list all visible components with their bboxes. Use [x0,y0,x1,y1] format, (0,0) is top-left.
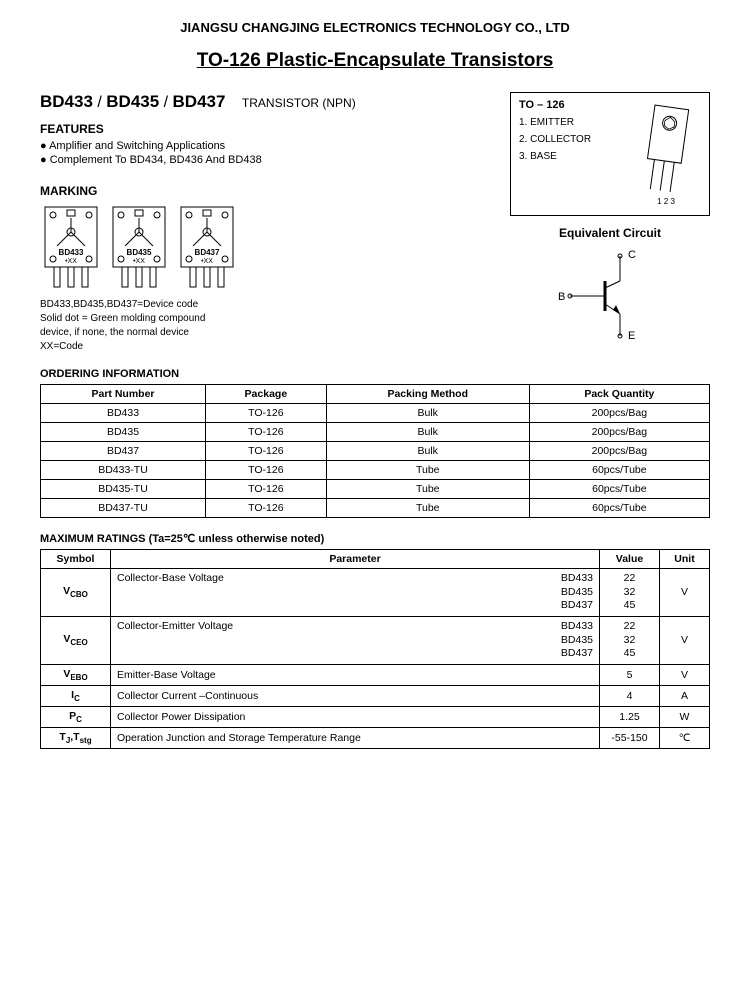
package-title: TO – 126 [519,99,631,111]
prod2: BD435 [106,92,159,111]
circuit-icon: C B E [550,246,670,346]
table-row: BD437-TUTO-126Tube60pcs/Tube [41,499,710,518]
prod3: BD437 [173,92,226,111]
ratings-title: MAXIMUM RATINGS (Ta=25℃ unless otherwise… [40,532,710,545]
feature-item: Complement To BD434, BD436 And BD438 [40,154,495,166]
pin-label: 2. COLLECTOR [519,134,631,145]
table-header: Unit [660,550,710,569]
prod1: BD433 [40,92,93,111]
svg-text:•XX: •XX [133,258,145,265]
table-row: VEBOEmitter-Base Voltage5V [41,664,710,685]
table-header: Part Number [41,385,206,404]
features-list: Amplifier and Switching Applications Com… [40,140,495,166]
svg-text:BD435: BD435 [127,248,152,257]
table-header: Package [206,385,327,404]
product-line: BD433 / BD435 / BD437 TRANSISTOR (NPN) [40,92,495,112]
ordering-table: Part Number Package Packing Method Pack … [40,384,710,518]
svg-text:C: C [628,249,636,261]
pin-label: 3. BASE [519,151,631,162]
company-name: JIANGSU CHANGJING ELECTRONICS TECHNOLOGY… [40,20,710,35]
features-header: FEATURES [40,122,495,136]
table-row: PCCollector Power Dissipation1.25W [41,707,710,728]
eq-circuit-title: Equivalent Circuit [510,226,710,240]
marking-notes: BD433,BD435,BD437=Device code Solid dot … [40,298,495,354]
transistor-type: TRANSISTOR (NPN) [242,96,356,110]
marking-icon: BD433 •XX [40,202,102,292]
marking-icon: BD435 •XX [108,202,170,292]
feature-item: Amplifier and Switching Applications [40,140,495,152]
table-row: TJ,TstgOperation Junction and Storage Te… [41,728,710,749]
table-row: BD435-TUTO-126Tube60pcs/Tube [41,480,710,499]
marking-header: MARKING [40,184,495,198]
pin-label: 1. EMITTER [519,117,631,128]
table-row: ICCollector Current –Continuous4A [41,685,710,706]
table-header: Pack Quantity [529,385,709,404]
svg-text:1 2 3: 1 2 3 [657,197,675,206]
table-header: Parameter [111,550,600,569]
svg-text:BD437: BD437 [195,248,220,257]
marking-icon: BD437 •XX [176,202,238,292]
svg-text:•XX: •XX [65,258,77,265]
table-row: VCBO Collector-Base VoltageBD433 BD435 B… [41,569,710,617]
table-row: BD437TO-126Bulk200pcs/Bag [41,442,710,461]
table-header: Symbol [41,550,111,569]
table-header: Value [600,550,660,569]
marking-diagrams: BD433 •XX BD435 •XX [40,202,495,292]
package-icon: 1 2 3 [631,99,701,209]
table-header: Packing Method [326,385,529,404]
svg-text:E: E [628,330,635,342]
svg-text:BD433: BD433 [59,248,84,257]
equivalent-circuit: Equivalent Circuit C B E [510,226,710,349]
table-row: BD435TO-126Bulk200pcs/Bag [41,423,710,442]
package-box: TO – 126 1. EMITTER 2. COLLECTOR 3. BASE… [510,92,710,216]
table-row: BD433-TUTO-126Tube60pcs/Tube [41,461,710,480]
table-row: VCEO Collector-Emitter VoltageBD433 BD43… [41,616,710,664]
main-title: TO-126 Plastic-Encapsulate Transistors [40,50,710,72]
ratings-table: Symbol Parameter Value Unit VCBO Collect… [40,549,710,749]
ordering-title: ORDERING INFORMATION [40,368,710,380]
svg-text:B: B [558,291,565,303]
svg-text:•XX: •XX [201,258,213,265]
table-row: BD433TO-126Bulk200pcs/Bag [41,404,710,423]
